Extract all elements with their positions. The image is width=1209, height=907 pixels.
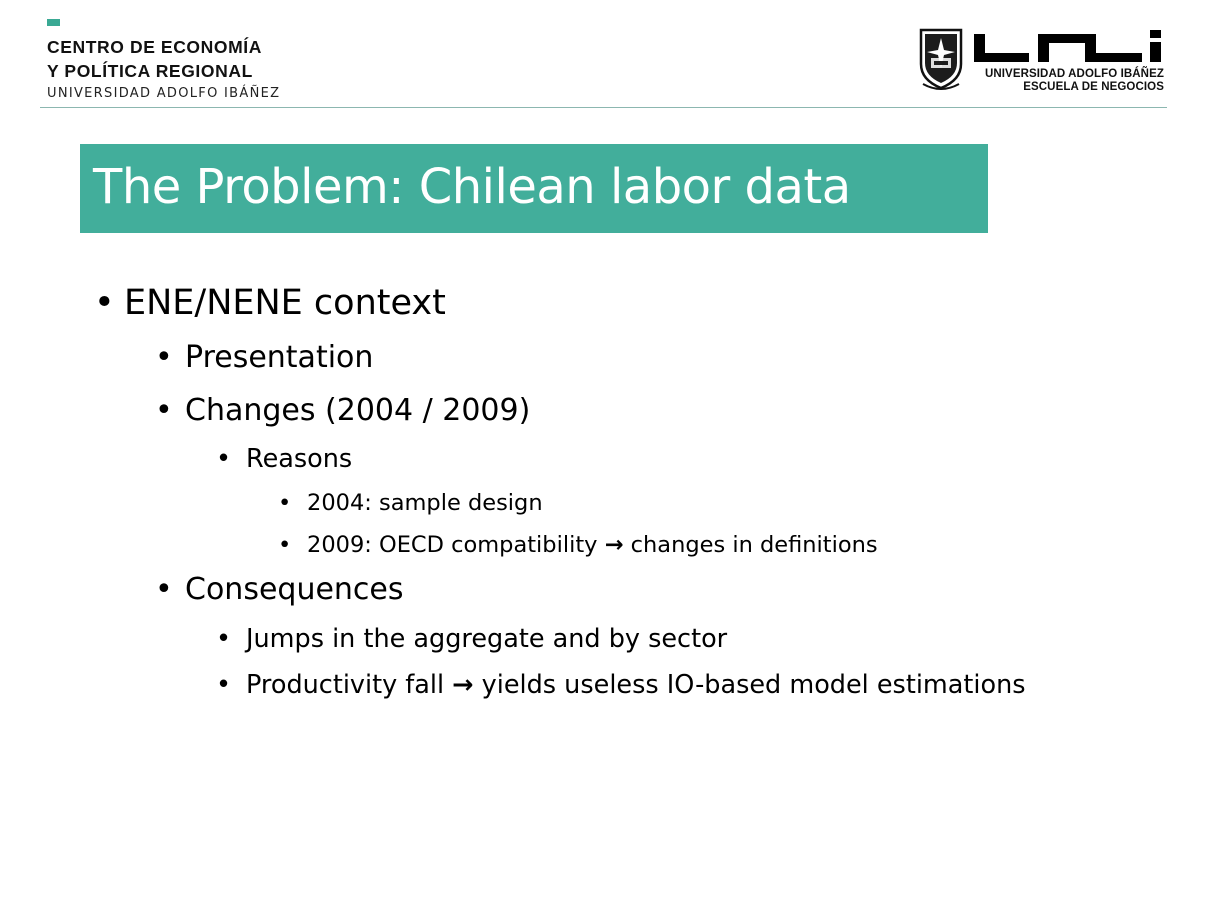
bullet-dot: • [216, 624, 232, 654]
org-name-line3: UNIVERSIDAD ADOLFO IBÁÑEZ [47, 86, 281, 101]
bullet-text-part: yields useless IO-based model estimation… [481, 670, 1026, 700]
bullet-text: ENE/NENE context [124, 283, 446, 323]
bullet-text-part: 2009: OECD compatibility [307, 532, 598, 558]
right-arrow-icon: → [604, 532, 624, 558]
logo-university-name: UNIVERSIDAD ADOLFO IBÁÑEZ [984, 68, 1164, 80]
bullet-text-part: Productivity fall [246, 670, 445, 700]
slide-title: The Problem: Chilean labor data [93, 159, 851, 215]
bullet-text-part: changes in definitions [630, 532, 878, 558]
bullet-text: Changes (2004 / 2009) [185, 393, 531, 428]
bullet-text: 2004: sample design [307, 490, 543, 516]
org-name-line2: Y POLÍTICA REGIONAL [47, 61, 253, 81]
bullet-dot: • [278, 490, 292, 516]
logo-school-name: ESCUELA DE NEGOCIOS [1023, 81, 1164, 93]
org-accent-square [47, 19, 60, 26]
bullet-dot: • [155, 393, 173, 428]
bullet-text: Reasons [246, 444, 353, 474]
bullet-dot: • [94, 283, 115, 323]
bullet-dot: • [155, 572, 173, 607]
university-seal-icon [919, 28, 963, 90]
header-divider [40, 107, 1167, 108]
bullet-dot: • [278, 532, 292, 558]
org-logo-block: CENTRO DE ECONOMÍA Y POLÍTICA REGIONAL U… [47, 19, 280, 104]
university-logo: UNIVERSIDAD ADOLFO IBÁÑEZ ESCUELA DE NEG… [917, 28, 1167, 94]
bullet-dot: • [216, 670, 232, 700]
org-name-line1: CENTRO DE ECONOMÍA [47, 37, 262, 57]
bullet-dot: • [216, 444, 232, 474]
title-banner: The Problem: Chilean labor data [80, 144, 988, 233]
right-arrow-icon: → [452, 670, 474, 700]
bullet-dot: • [155, 340, 173, 375]
bullet-text: 2009: OECD compatibility → changes in de… [307, 532, 878, 558]
bullet-text: Consequences [185, 572, 404, 607]
bullet-text: Jumps in the aggregate and by sector [246, 624, 728, 654]
bullet-text: Presentation [185, 340, 374, 375]
bullet-text: Productivity fall → yields useless IO-ba… [246, 670, 1026, 700]
uai-wordmark-icon [974, 30, 1161, 62]
